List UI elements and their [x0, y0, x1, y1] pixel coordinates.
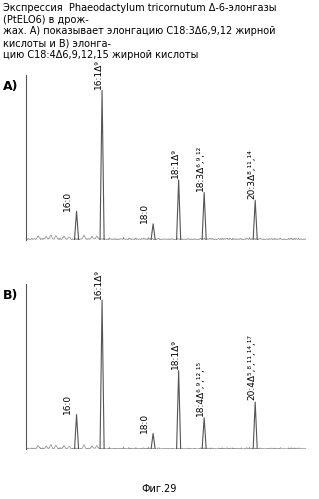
- Text: 18:1Δ⁹: 18:1Δ⁹: [171, 149, 180, 178]
- Text: 20:3Δ⁸,¹¹,¹⁴: 20:3Δ⁸,¹¹,¹⁴: [247, 149, 256, 199]
- Text: 16:0: 16:0: [63, 394, 72, 414]
- Text: Экспрессия  Phaeodactylum tricornutum Δ-6-элонгазы (PtELO6) в дрож-
жах. А) пока: Экспрессия Phaeodactylum tricornutum Δ-6…: [3, 3, 277, 60]
- Text: 18:1Δ⁹: 18:1Δ⁹: [171, 339, 180, 369]
- Text: B): B): [3, 289, 19, 302]
- Text: 18:0: 18:0: [139, 413, 149, 433]
- Text: Фиг.29: Фиг.29: [142, 484, 177, 494]
- Text: 18:3Δ⁶,⁹,¹²: 18:3Δ⁶,⁹,¹²: [196, 145, 205, 191]
- Text: 16:0: 16:0: [63, 191, 72, 211]
- Text: 18:4Δ⁶,⁹,¹²,¹⁵: 18:4Δ⁶,⁹,¹²,¹⁵: [196, 360, 205, 416]
- Text: 16:1Δ⁹: 16:1Δ⁹: [94, 268, 103, 298]
- Text: 18:0: 18:0: [139, 203, 149, 223]
- Text: A): A): [3, 80, 19, 93]
- Text: 20:4Δ⁵,⁸,¹¹,¹⁴,¹⁷: 20:4Δ⁵,⁸,¹¹,¹⁴,¹⁷: [247, 334, 256, 401]
- Text: 16:1Δ⁹: 16:1Δ⁹: [94, 59, 103, 89]
